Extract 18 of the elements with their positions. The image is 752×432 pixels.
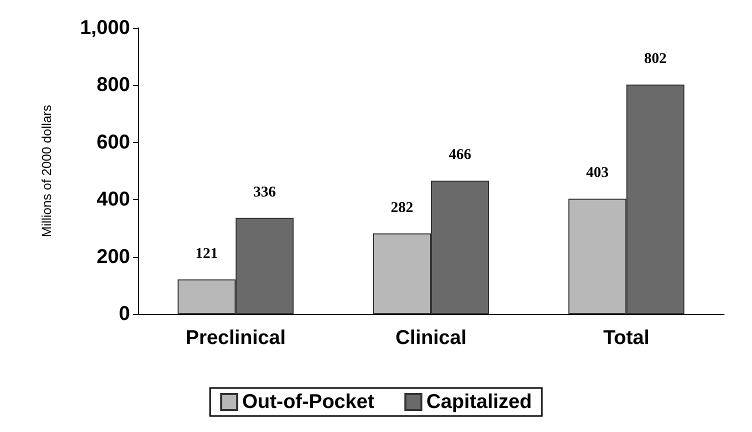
y-tick-label: 400 [96,188,130,211]
y-tick-label: 600 [96,131,130,154]
legend-label: Capitalized [426,391,532,413]
y-tick-label: 200 [96,246,130,268]
y-axis-title: Millions of 2000 dollars [39,104,54,238]
data-label: 121 [195,246,218,262]
data-label: 336 [253,184,276,200]
x-tick-label: Preclinical [186,327,286,349]
y-tick-label: 1,000 [80,17,130,39]
data-label: 282 [390,200,414,216]
legend-label: Out-of-Pocket [242,391,375,413]
data-label: 802 [644,51,667,68]
y-tick-label: 800 [96,74,130,96]
y-tick-label: 0 [118,303,130,325]
x-tick-label: Total [603,327,650,349]
x-tick-label: Clinical [395,327,467,349]
data-label: 466 [448,147,472,164]
data-label: 403 [586,165,609,182]
